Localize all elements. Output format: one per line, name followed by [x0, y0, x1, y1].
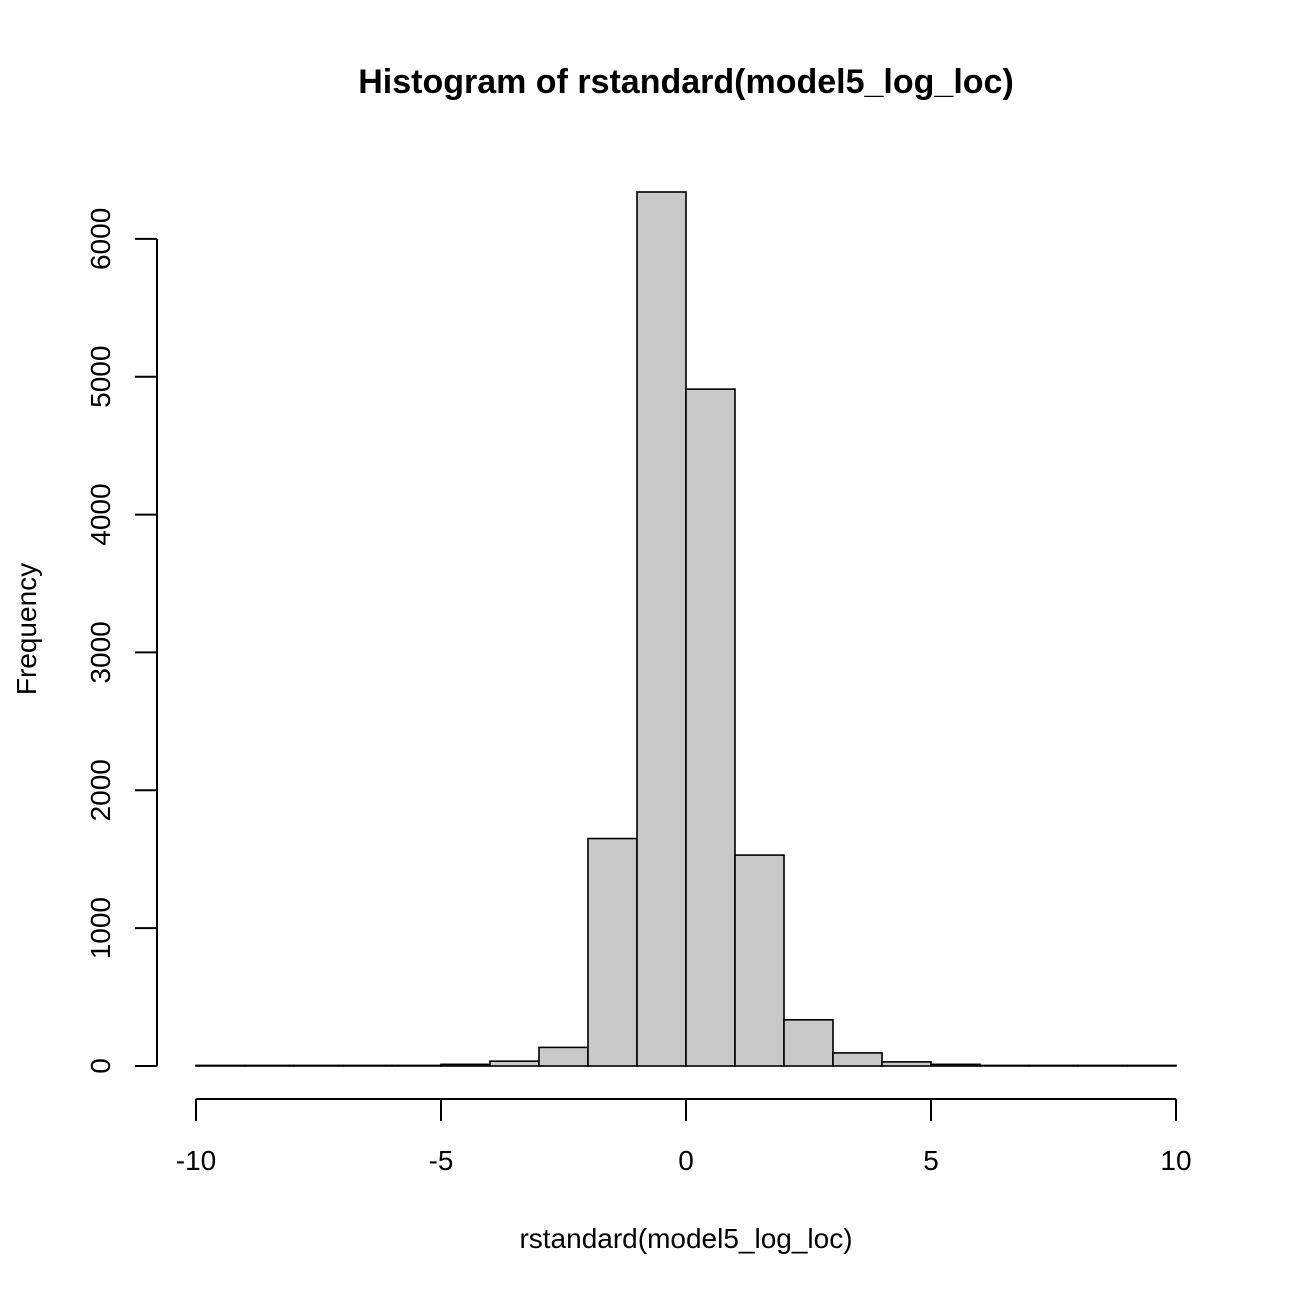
y-tick-label-6: 6000: [85, 208, 116, 270]
y-axis-label: Frequency: [11, 563, 42, 695]
y-tick-label-1: 1000: [85, 897, 116, 959]
histogram-bar-17: [1028, 1064, 1079, 1067]
y-tick-label-3: 3000: [85, 621, 116, 683]
y-tick-label-5: 5000: [85, 346, 116, 408]
histogram-bar-0: [195, 1064, 246, 1067]
histogram-bar-16: [979, 1064, 1030, 1067]
x-tick-label-3: 5: [923, 1145, 939, 1176]
histogram-bar-6: [489, 1060, 540, 1067]
histogram-bar-2: [293, 1064, 344, 1067]
x-tick-label-4: 10: [1160, 1145, 1191, 1176]
histogram-bar-10: [685, 388, 736, 1067]
x-tick-label-0: -10: [176, 1145, 216, 1176]
histogram-bar-3: [342, 1064, 393, 1067]
x-axis: -10 -5 0 5 10: [176, 1098, 1192, 1176]
histogram-bar-14: [881, 1061, 932, 1067]
histogram-bar-11: [734, 854, 785, 1067]
bars-group: [195, 191, 1177, 1067]
chart-title: Histogram of rstandard(model5_log_loc): [358, 63, 1014, 101]
histogram-bar-4: [391, 1064, 442, 1067]
histogram-bar-9: [636, 191, 687, 1067]
histogram-bar-12: [783, 1019, 834, 1067]
y-tick-label-0: 0: [85, 1058, 116, 1074]
y-axis: 0 1000 2000 3000 4000 5000 6000: [85, 208, 158, 1074]
histogram-bar-19: [1126, 1064, 1177, 1067]
x-tick-label-2: 0: [678, 1145, 694, 1176]
histogram-bar-5: [440, 1063, 491, 1067]
y-tick-label-4: 4000: [85, 483, 116, 545]
histogram-bar-8: [587, 837, 638, 1067]
histogram-bar-13: [832, 1052, 883, 1067]
x-axis-label: rstandard(model5_log_loc): [519, 1223, 852, 1254]
histogram-bar-18: [1077, 1064, 1128, 1067]
y-tick-label-2: 2000: [85, 759, 116, 821]
x-tick-label-1: -5: [429, 1145, 454, 1176]
histogram-bar-15: [930, 1063, 981, 1067]
histogram-bar-1: [244, 1064, 295, 1067]
histogram-bar-7: [538, 1046, 589, 1067]
